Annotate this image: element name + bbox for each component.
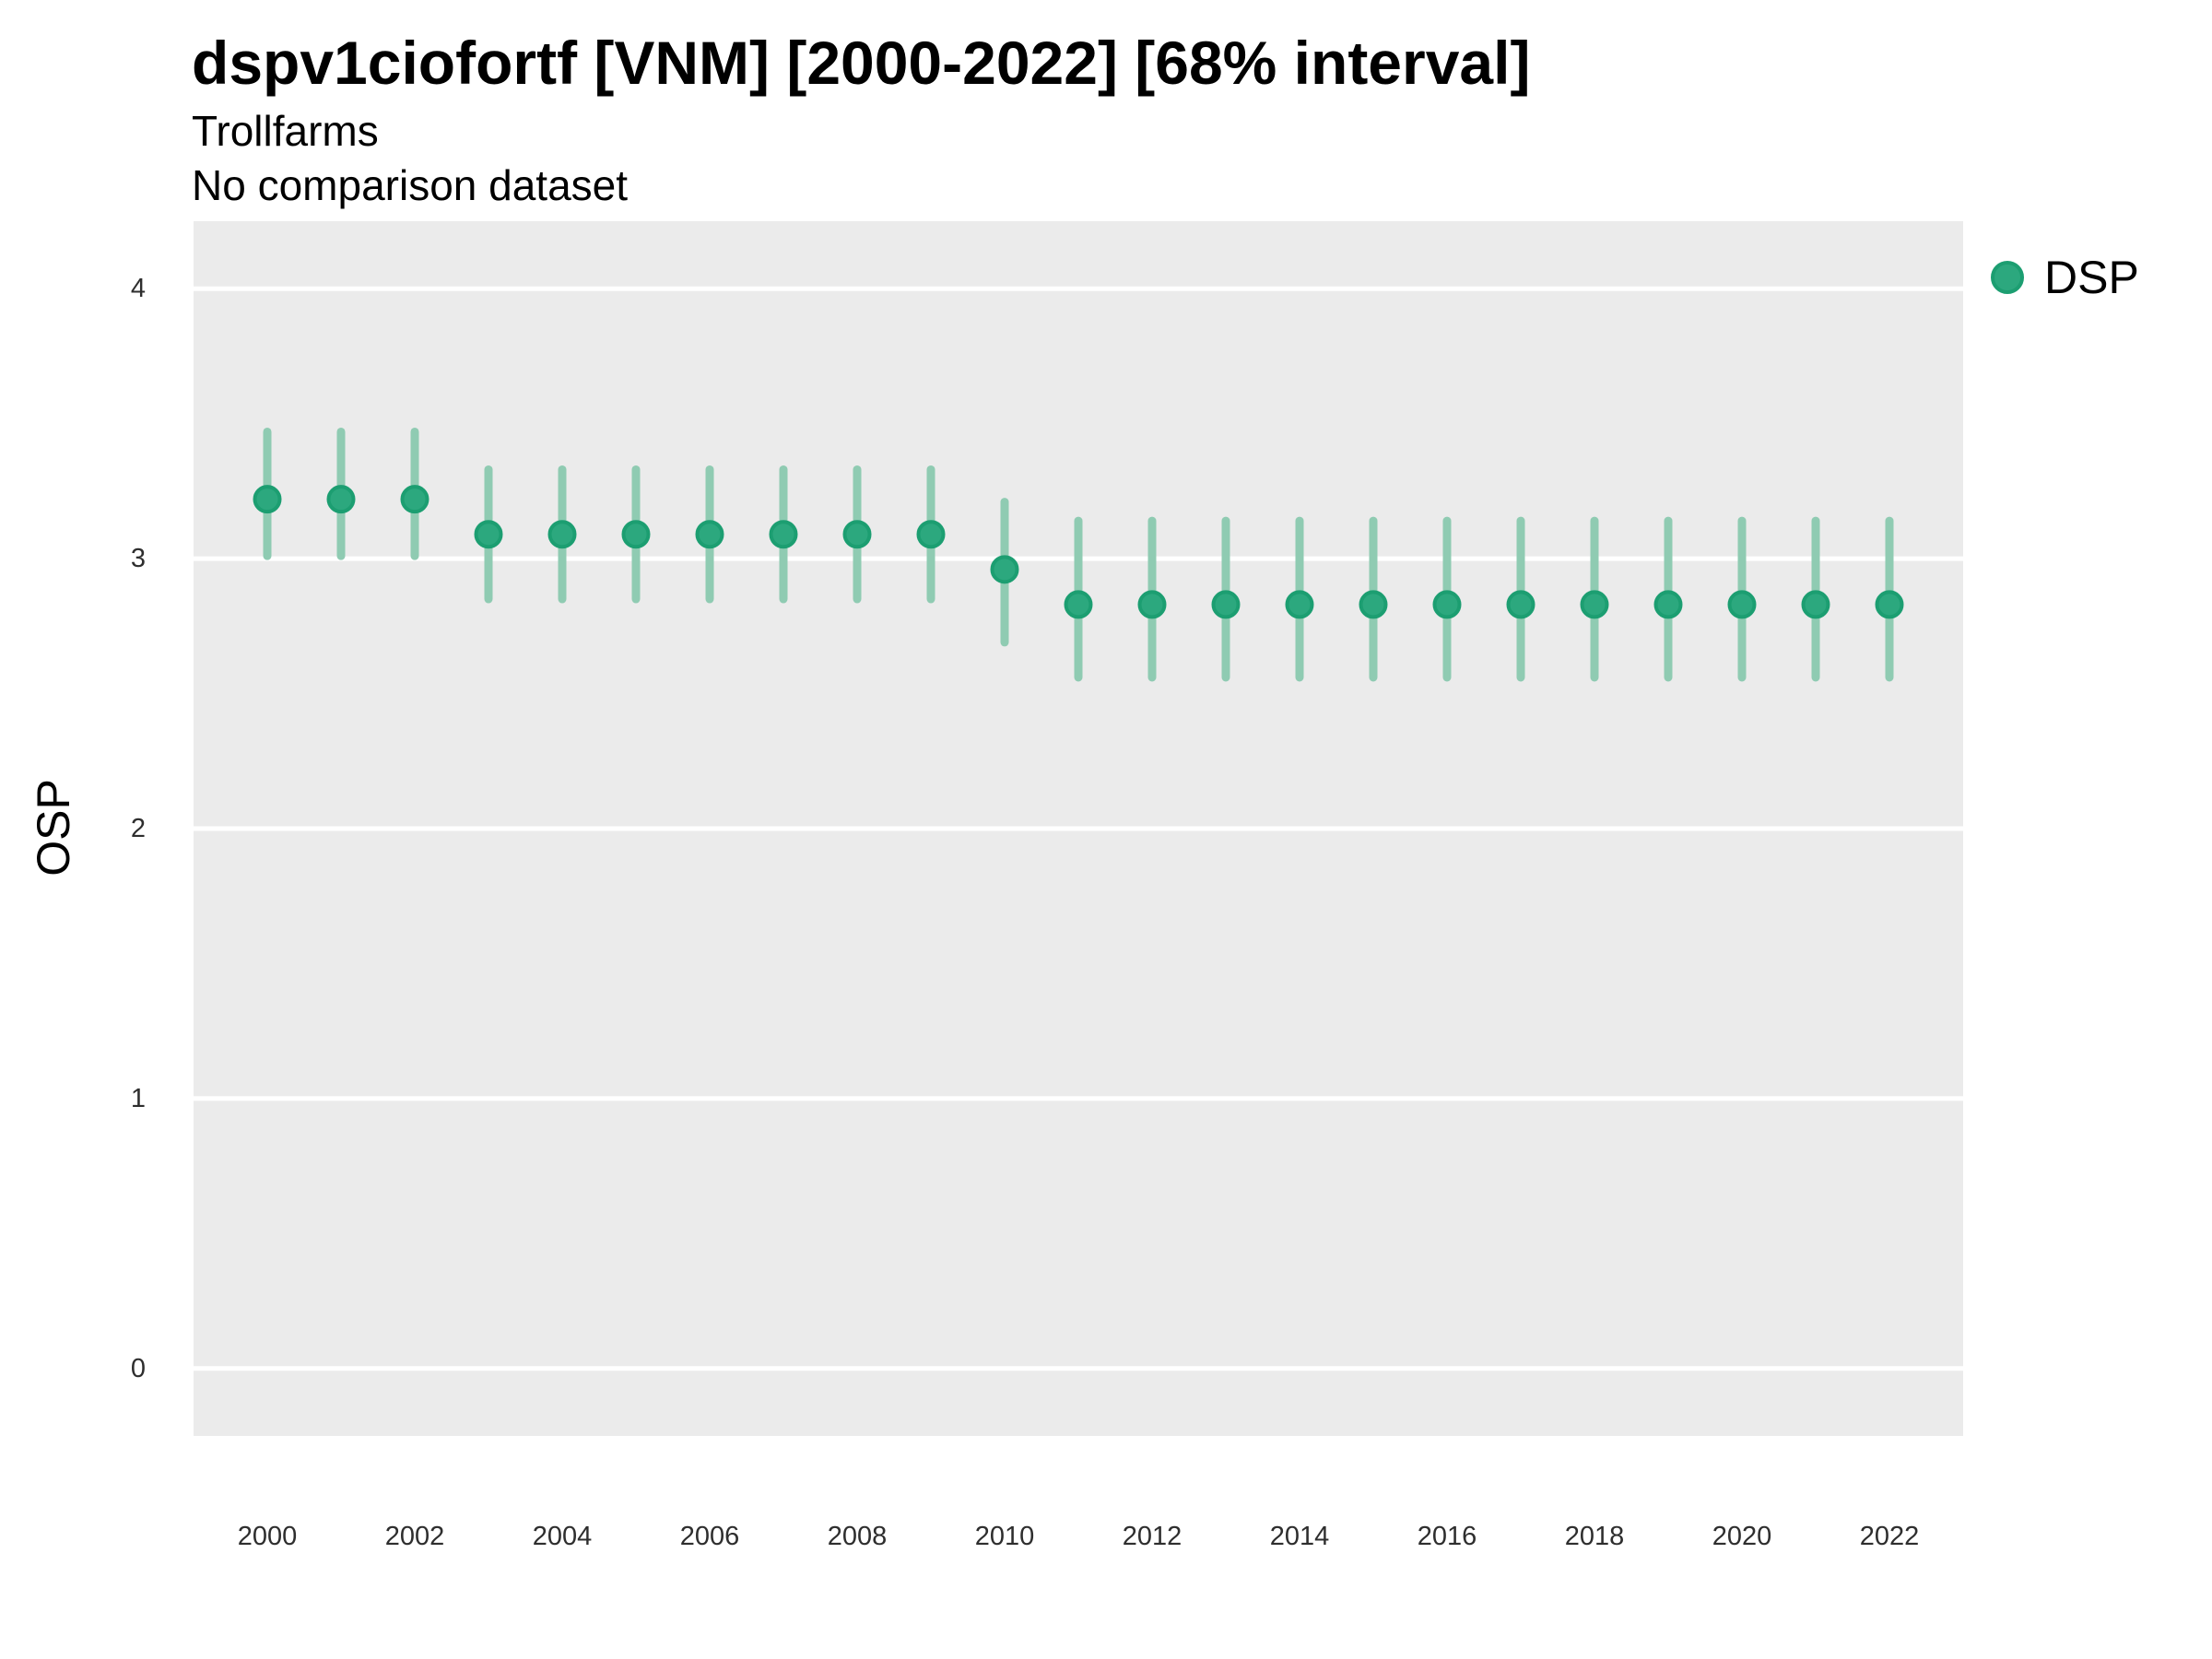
data-point-2010 — [990, 555, 1019, 584]
x-tick-label-2018: 2018 — [1564, 1522, 1625, 1551]
data-point-2017 — [1506, 590, 1535, 619]
data-point-2015 — [1359, 590, 1388, 619]
x-tick-label-2002: 2002 — [384, 1522, 445, 1551]
data-point-2000 — [253, 485, 282, 514]
data-point-2003 — [474, 520, 503, 549]
x-tick-label-2004: 2004 — [532, 1522, 593, 1551]
x-tick-label-2016: 2016 — [1417, 1522, 1477, 1551]
data-point-2002 — [400, 485, 429, 514]
legend-label: DSP — [2044, 252, 2139, 303]
x-tick-label-2022: 2022 — [1859, 1522, 1920, 1551]
data-point-2016 — [1432, 590, 1462, 619]
y-tick-label-1: 1 — [130, 1083, 146, 1113]
data-point-2008 — [842, 520, 872, 549]
data-point-2012 — [1137, 590, 1167, 619]
data-point-2007 — [769, 520, 798, 549]
data-point-2018 — [1580, 590, 1609, 619]
data-point-2011 — [1064, 590, 1093, 619]
y-tick-label-0: 0 — [130, 1353, 146, 1383]
plot-svg — [194, 286, 1963, 1371]
x-tick-label-2012: 2012 — [1122, 1522, 1182, 1551]
y-tick-label-3: 3 — [130, 544, 146, 574]
x-tick-label-2006: 2006 — [679, 1522, 740, 1551]
x-tick-label-2010: 2010 — [974, 1522, 1035, 1551]
comparison-note: No comparison dataset — [192, 161, 629, 209]
x-tick-label-2014: 2014 — [1269, 1522, 1330, 1551]
data-point-2014 — [1285, 590, 1314, 619]
data-point-2019 — [1653, 590, 1683, 619]
x-tick-label-2000: 2000 — [237, 1522, 298, 1551]
legend: DSP — [1991, 251, 2139, 304]
data-point-2021 — [1801, 590, 1830, 619]
chart-title: dspv1ciofortf [VNM] [2000-2022] [68% int… — [192, 29, 1531, 97]
data-point-2004 — [547, 520, 577, 549]
chart-subtitle: Trollfarms — [192, 107, 379, 155]
data-point-2001 — [326, 485, 356, 514]
legend-point-icon — [1991, 261, 2024, 294]
data-point-2006 — [695, 520, 724, 549]
data-point-2013 — [1211, 590, 1241, 619]
plot-panel — [194, 221, 1963, 1436]
data-point-2022 — [1875, 590, 1904, 619]
data-point-2020 — [1727, 590, 1757, 619]
data-point-2005 — [621, 520, 651, 549]
y-tick-label-2: 2 — [130, 814, 146, 843]
x-tick-label-2020: 2020 — [1712, 1522, 1772, 1551]
data-point-2009 — [916, 520, 946, 549]
x-tick-label-2008: 2008 — [827, 1522, 888, 1551]
y-tick-label-4: 4 — [130, 274, 146, 304]
